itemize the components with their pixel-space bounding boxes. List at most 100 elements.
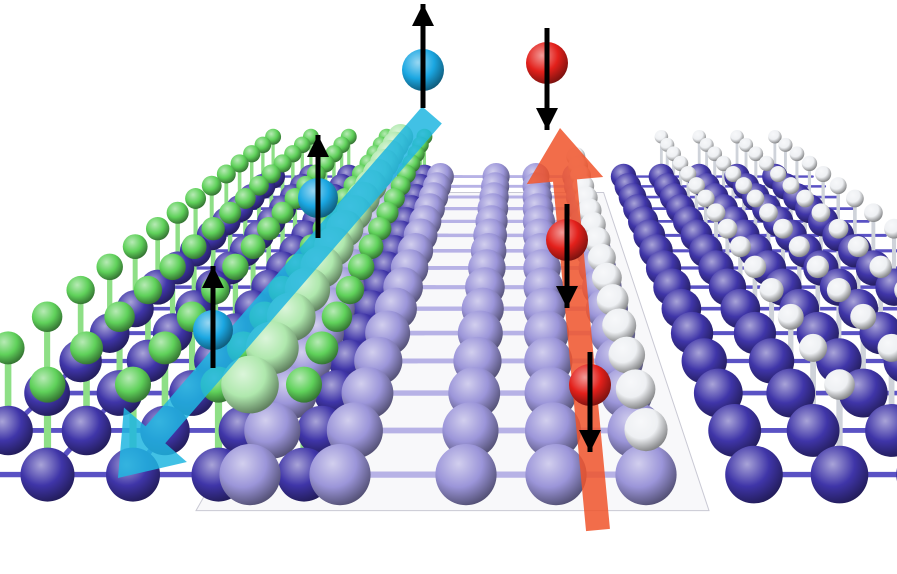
terminal-atom-green (271, 201, 294, 224)
terminal-atom-white (688, 177, 705, 195)
channel-atom (219, 444, 281, 506)
terminal-atom-green (31, 301, 63, 333)
terminal-atom-green (145, 217, 170, 241)
channel-atom (524, 402, 582, 459)
spin-up-path-arrow (118, 106, 442, 479)
terminal-atom-green (104, 301, 135, 333)
terminal-atom-green (234, 188, 256, 209)
terminal-atom-white (845, 189, 864, 208)
substrate-atom (61, 405, 112, 456)
arrow-up-icon (307, 135, 329, 157)
terminal-atom-green (115, 366, 151, 403)
terminal-atom-green (0, 331, 25, 365)
terminal-atom-white (826, 278, 851, 303)
terminal-atom-white (706, 203, 726, 223)
edge-atom-white (596, 284, 629, 316)
arrow-down-icon (579, 430, 601, 452)
channel-atom (615, 444, 677, 506)
terminal-atom-green (159, 253, 186, 281)
edge-atom-white (615, 369, 656, 409)
terminal-atom-green (261, 164, 281, 184)
terminal-atom-white (743, 255, 767, 279)
terminal-atom-white (894, 282, 897, 298)
terminal-atom-green (305, 331, 339, 365)
terminal-atom-green (185, 188, 207, 209)
substrate-atom (20, 447, 75, 502)
terminal-atom-green (249, 175, 269, 196)
terminal-atom-green (230, 154, 249, 173)
terminal-atom-white (680, 165, 697, 183)
terminal-atom-green (122, 234, 148, 260)
terminal-atom-white (806, 255, 830, 279)
arrow-up-icon (202, 266, 224, 288)
substrate-atom (786, 404, 840, 457)
terminal-atom-green (148, 331, 182, 365)
terminal-atom-white (824, 369, 855, 400)
channel-atom (435, 444, 497, 506)
terminal-atom-white (877, 333, 897, 362)
terminal-atom-green (70, 331, 104, 365)
terminal-atom-green (133, 275, 163, 305)
terminal-atom-white (777, 303, 804, 330)
terminal-atom-white (746, 189, 765, 208)
edge-atom-white (624, 408, 668, 452)
terminal-atom-white (789, 146, 805, 162)
substrate-atom (708, 404, 762, 457)
edge-atom-white (608, 336, 646, 374)
arrow-up-icon (412, 4, 434, 26)
terminal-atom-white (829, 177, 847, 195)
terminal-atom-green (335, 275, 365, 305)
edge-atom-white (602, 308, 637, 343)
terminal-atom-white (715, 155, 732, 172)
substrate-atom (810, 445, 869, 504)
substrate-atom (0, 405, 33, 456)
terminal-atom-green (358, 234, 384, 260)
terminal-atom-white (717, 218, 738, 239)
terminal-atom-white (758, 155, 775, 172)
terminal-atom-white (738, 137, 754, 152)
terminal-atom-green (66, 275, 95, 305)
terminal-atom-white (869, 255, 892, 279)
terminal-atom-white (811, 203, 831, 223)
channel-atom (309, 444, 371, 506)
terminal-atom-green (222, 253, 249, 281)
terminal-atom-white (707, 146, 723, 162)
terminal-atom-white (729, 236, 751, 258)
terminal-atom-white (735, 177, 753, 195)
terminal-atom-white (730, 129, 744, 144)
channel-atom (244, 402, 301, 459)
terminal-atom-white (850, 303, 877, 330)
terminal-atom-green (166, 201, 189, 224)
terminal-atom-white (759, 278, 784, 303)
terminal-atom-white (768, 129, 782, 144)
terminal-atom-green (201, 217, 225, 241)
terminal-atom-white (778, 137, 793, 152)
arrow-down-icon (536, 108, 558, 130)
terminal-atom-white (796, 189, 815, 208)
terminal-atom-green (257, 217, 281, 241)
channel-atom (525, 444, 587, 506)
terminal-atom-white (696, 189, 715, 208)
terminal-atom-white (828, 218, 849, 239)
terminal-atom-green (240, 234, 266, 260)
substrate-atom (766, 368, 816, 418)
terminal-atom-green (243, 145, 261, 163)
terminal-atom-green (201, 175, 222, 196)
substrate-atom (865, 404, 897, 457)
substrate-atom (725, 445, 783, 504)
substrate-atom (816, 338, 862, 384)
terminal-atom-white (748, 146, 764, 162)
terminal-atom-green (96, 253, 123, 281)
terminal-atom-white (847, 236, 869, 258)
channel-atom (442, 402, 499, 459)
terminal-atom-white (782, 177, 800, 195)
edge-atom-green (221, 355, 279, 414)
terminal-atom-green (321, 301, 353, 333)
terminal-atom-white (788, 236, 810, 258)
terminal-atom-white (759, 203, 778, 223)
arrow-down-icon (556, 286, 578, 308)
terminal-atom-white (725, 165, 742, 183)
terminal-atom-green (347, 253, 375, 281)
